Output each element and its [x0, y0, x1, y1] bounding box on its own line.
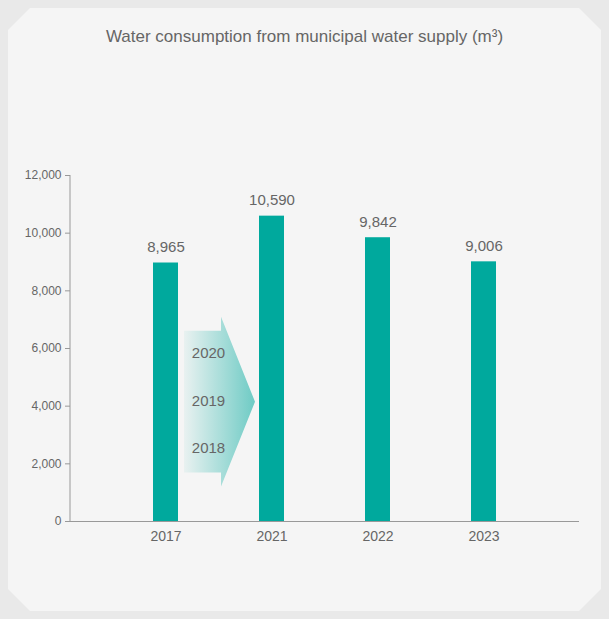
svg-text:2023: 2023 [468, 528, 499, 544]
svg-text:9,006: 9,006 [465, 237, 503, 254]
svg-text:2019: 2019 [192, 392, 225, 409]
svg-text:2017: 2017 [150, 528, 181, 544]
svg-text:4,000: 4,000 [31, 399, 61, 413]
svg-text:10,590: 10,590 [249, 191, 295, 208]
svg-text:8,000: 8,000 [31, 284, 61, 298]
svg-text:2021: 2021 [256, 528, 287, 544]
html-text:Water consumption from municip: Water consumption from municipal water s… [105, 27, 503, 46]
svg-text:6,000: 6,000 [31, 341, 61, 355]
svg-text:2018: 2018 [192, 439, 225, 456]
svg-text:9,842: 9,842 [359, 213, 397, 230]
svg-text:8,965: 8,965 [147, 238, 185, 255]
svg-text:2022: 2022 [362, 528, 393, 544]
svg-text:2020: 2020 [192, 344, 225, 361]
svg-text:12,000: 12,000 [25, 168, 62, 182]
svg-text:10,000: 10,000 [25, 226, 62, 240]
svg-text:2,000: 2,000 [31, 457, 61, 471]
svg-text:0: 0 [55, 514, 62, 528]
